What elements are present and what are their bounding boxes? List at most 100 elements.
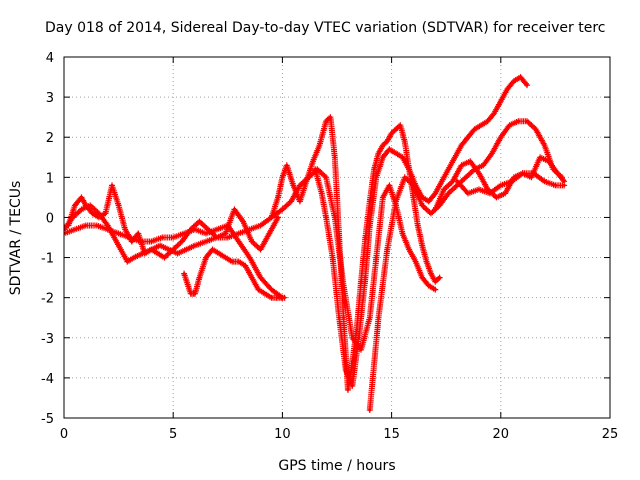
data-point — [311, 159, 315, 163]
data-point — [481, 163, 485, 167]
data-point — [267, 231, 271, 235]
data-point — [510, 179, 514, 183]
data-point — [132, 256, 136, 260]
data-point — [542, 143, 546, 147]
data-point — [368, 316, 372, 320]
data-point — [505, 87, 509, 91]
data-point — [532, 171, 536, 175]
data-point — [313, 167, 317, 171]
data-point — [512, 79, 516, 83]
data-point — [477, 171, 481, 175]
data-point — [269, 288, 273, 292]
data-point — [529, 175, 533, 179]
y-tick-label: -5 — [41, 412, 54, 427]
data-point — [416, 223, 420, 227]
data-point — [224, 231, 228, 235]
data-point — [466, 191, 470, 195]
data-point — [374, 175, 378, 179]
series-track-7 — [312, 74, 530, 389]
data-point — [276, 296, 280, 300]
data-point — [136, 231, 140, 235]
data-point — [128, 236, 132, 239]
data-point — [243, 264, 247, 268]
data-point — [442, 187, 446, 191]
data-point — [503, 191, 507, 195]
data-point — [459, 143, 463, 147]
series-layer — [64, 74, 568, 413]
plot-frame — [63, 56, 611, 419]
data-point — [427, 199, 431, 203]
data-point — [204, 240, 208, 244]
data-point — [337, 316, 341, 320]
data-point — [320, 191, 324, 195]
data-point — [215, 227, 219, 231]
data-point — [117, 231, 121, 235]
data-point — [182, 272, 186, 276]
y-tick-label: 1 — [46, 171, 54, 186]
data-point — [333, 155, 337, 159]
data-point — [112, 236, 116, 239]
data-point — [499, 99, 503, 103]
data-point — [350, 336, 354, 340]
y-tick-label: 0 — [46, 211, 54, 226]
data-point — [490, 151, 494, 155]
data-point — [427, 284, 431, 288]
data-point — [73, 227, 77, 231]
data-point — [346, 388, 350, 392]
data-point — [307, 175, 311, 179]
data-point — [215, 236, 219, 239]
data-point — [401, 155, 405, 159]
data-point — [542, 179, 546, 183]
data-point — [494, 195, 498, 199]
data-point — [204, 231, 208, 235]
data-point — [394, 151, 398, 155]
data-point — [125, 260, 129, 264]
data-point — [381, 155, 385, 159]
data-point — [477, 187, 481, 191]
data-point — [376, 316, 380, 320]
data-point — [425, 260, 429, 264]
series-track-3 — [64, 222, 286, 301]
x-tick-label: 5 — [169, 427, 177, 442]
data-point — [182, 231, 186, 235]
x-tick-label: 0 — [60, 427, 68, 442]
data-point — [411, 183, 415, 187]
series-track-4 — [181, 246, 288, 301]
data-point — [534, 127, 538, 131]
chart-title: Day 018 of 2014, Sidereal Day-to-day VTE… — [45, 20, 605, 36]
data-point — [180, 240, 184, 244]
y-tick-label: -2 — [41, 292, 54, 307]
data-point — [385, 139, 389, 143]
data-point — [479, 123, 483, 127]
data-point — [73, 203, 77, 207]
data-point — [226, 236, 230, 239]
data-point — [285, 163, 289, 167]
data-point — [372, 167, 376, 171]
data-point — [158, 244, 162, 248]
data-point — [438, 276, 442, 280]
data-point — [237, 231, 241, 235]
data-point — [499, 183, 503, 187]
data-point — [464, 175, 468, 179]
data-point — [446, 191, 450, 195]
data-point — [385, 248, 389, 252]
data-point — [344, 368, 348, 372]
data-point — [420, 244, 424, 248]
data-point — [156, 252, 160, 256]
series-track-10 — [454, 170, 568, 197]
data-point — [106, 223, 110, 227]
data-point — [117, 203, 121, 207]
y-tick-label: -4 — [41, 372, 54, 387]
data-point — [276, 195, 280, 199]
data-point — [318, 143, 322, 147]
data-point — [328, 115, 332, 119]
data-point — [226, 223, 230, 227]
data-point — [376, 151, 380, 155]
data-point — [171, 248, 175, 252]
data-point — [414, 260, 418, 264]
data-point — [259, 276, 263, 280]
data-point — [197, 219, 201, 223]
data-point — [521, 171, 525, 175]
data-point — [453, 155, 457, 159]
